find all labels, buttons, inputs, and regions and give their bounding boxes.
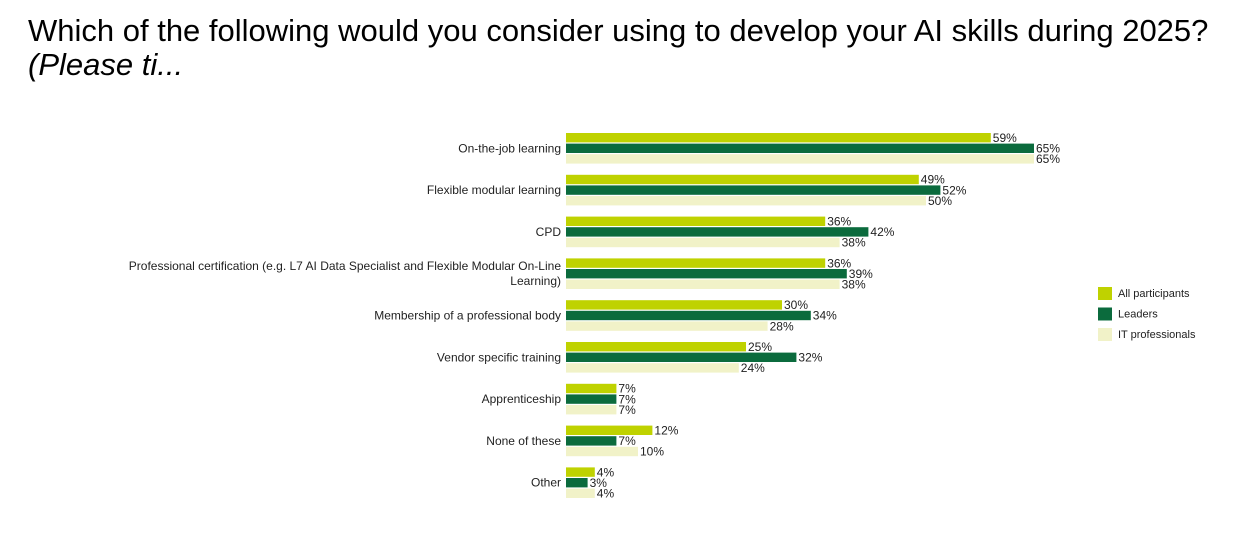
legend-item: Leaders [1098,307,1158,321]
category-label: Professional certification (e.g. L7 AI D… [129,259,562,273]
data-label: 32% [798,351,822,365]
bar [566,394,617,404]
bar [566,154,1034,164]
data-label: 7% [618,382,636,396]
legend-label: IT professionals [1118,329,1196,341]
category-label: Apprenticeship [482,392,562,406]
category-label: None of these [486,434,561,448]
data-label: 28% [770,319,794,333]
bar-group: Membership of a professional body 30% 34% 2… [374,298,837,333]
data-label: 36% [827,215,851,229]
category-label: Vendor specific training [437,350,561,364]
page-title-italic: (Please ti... [28,47,184,82]
data-label: 42% [870,225,894,239]
data-label: 12% [654,424,678,438]
data-label: 38% [842,278,866,292]
data-label: 65% [1036,152,1060,166]
data-label: 38% [842,236,866,250]
data-label: 36% [827,256,851,270]
bar [566,269,847,279]
bar [566,300,782,310]
bar [566,446,638,457]
legend-label: All participants [1118,288,1190,300]
data-label: 39% [849,267,873,281]
data-label: 4% [597,465,615,479]
data-label: 24% [741,361,765,375]
bar-group: On-the-job learning 59% 65%65% [458,131,1060,166]
bar [566,405,617,415]
bar [566,425,653,435]
bar [566,216,826,226]
data-label: 50% [928,194,952,208]
bar-group: Vendor specific training 25% 32% 24% [437,340,823,375]
bar [566,478,588,488]
bar [566,279,840,289]
data-label: 52% [942,183,966,197]
category-label: On-the-job learning [458,141,561,155]
legend-item: IT professionals [1098,328,1196,341]
bar-group: Other 4%3%4% [531,465,614,500]
legend-item: All participants [1098,287,1190,300]
data-label: 59% [993,131,1017,145]
legend-label: Leaders [1118,309,1158,321]
category-label: Flexible modular learning [427,183,561,197]
category-label: Membership of a professional body [374,309,561,323]
legend-swatch [1098,307,1112,321]
data-label: 7% [618,434,636,448]
category-label: CPD [536,225,562,239]
category-label: Learning) [510,274,561,288]
bar [566,196,926,206]
data-label: 30% [784,298,808,312]
plot-area: On-the-job learning 59% 65%65% Flexible mod… [129,131,1061,501]
data-label: 7% [618,392,636,406]
data-label: 10% [640,445,664,459]
legend-swatch [1098,287,1112,300]
data-label: 49% [921,173,945,187]
bar [566,321,768,331]
legend: All participants Leaders IT professionals [1098,287,1196,341]
data-label: 7% [618,403,636,417]
bar-group: CPD 36% 42% 38% [536,215,895,250]
bar [566,185,941,195]
bar [566,352,797,362]
data-label: 25% [748,340,772,354]
bar-group: Professional certification (e.g. L7 AI D… [129,256,873,291]
data-label: 4% [597,487,615,501]
bar [566,310,811,321]
legend-swatch [1098,328,1112,341]
data-label: 34% [813,309,837,323]
data-label: 3% [590,476,608,490]
bar [566,227,869,237]
bar [566,174,919,185]
bar [566,488,595,498]
page-title-text: Which of the following would you conside… [28,13,1209,48]
bar [566,436,617,446]
bar [566,342,746,352]
bar [566,237,840,248]
page-title: Which of the following would you conside… [28,14,1228,82]
bar [566,133,991,143]
bar-group: None of these 12% 7% 10% [486,424,678,459]
bar [566,383,617,394]
bar [566,363,739,373]
data-label: 65% [1036,142,1060,156]
bar [566,258,826,268]
bar [566,467,595,477]
bar-group: Flexible modular learning 49%52%50% [427,173,967,208]
bar [566,143,1034,153]
category-label: Other [531,476,561,490]
